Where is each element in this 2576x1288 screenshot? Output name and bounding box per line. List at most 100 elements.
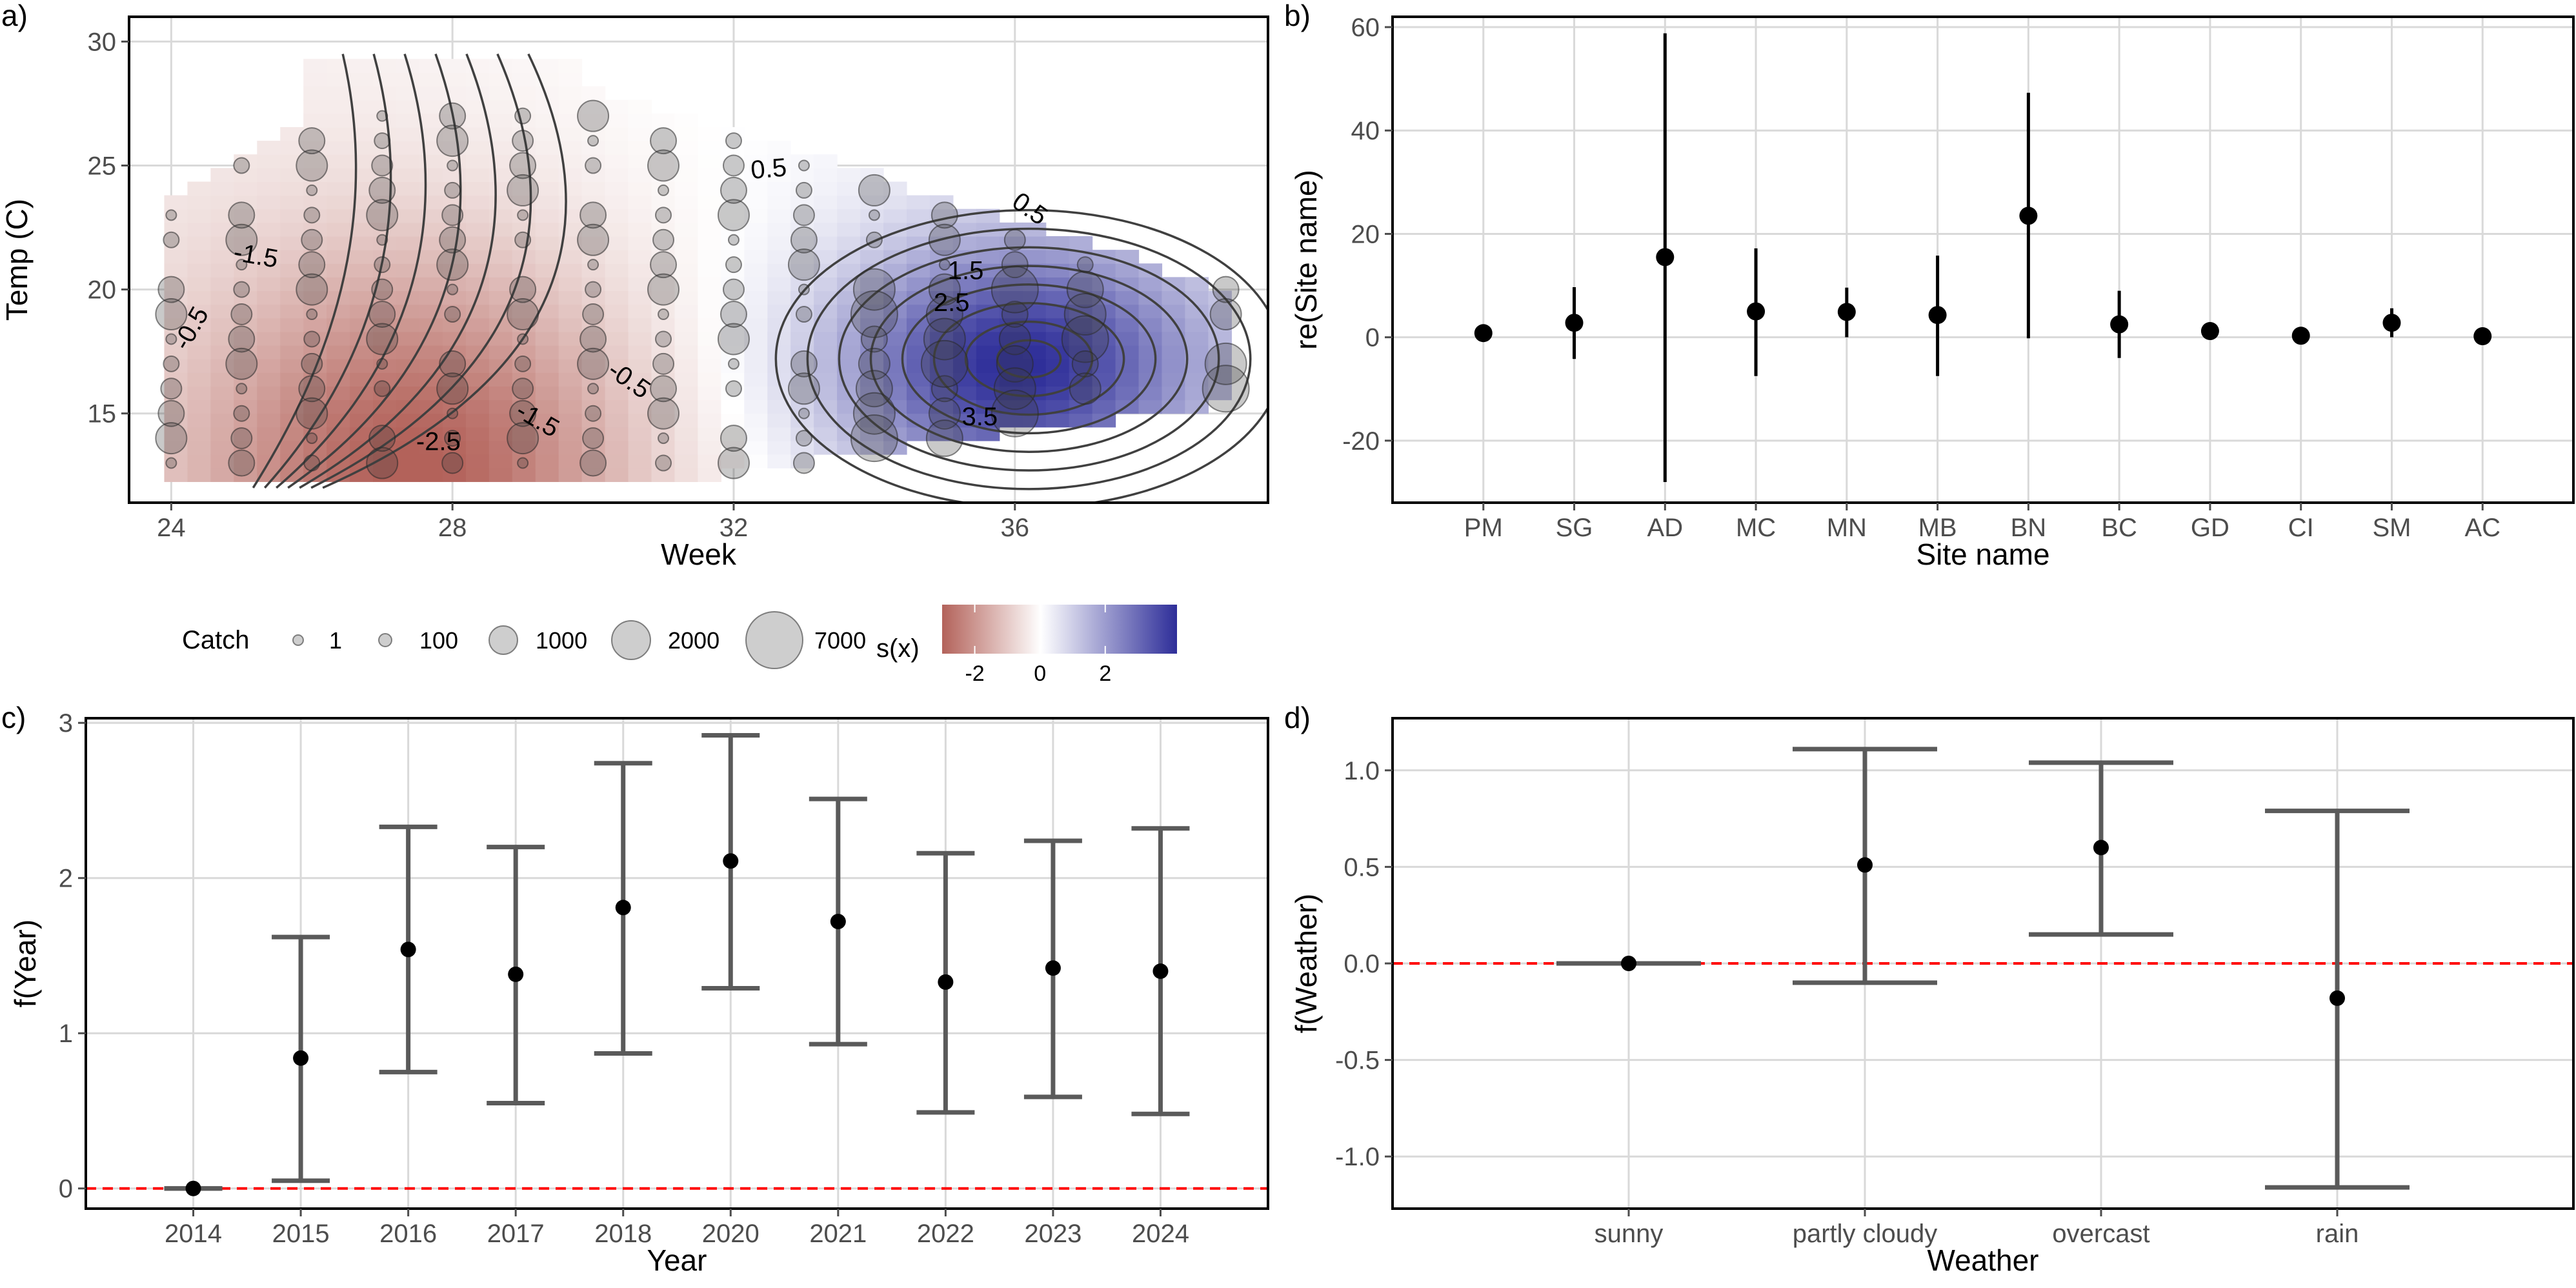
panel-a-heatmap-cell [837, 168, 861, 183]
panel-a-heatmap-cell [1069, 317, 1093, 332]
panel-a-observation-point [798, 159, 810, 172]
panel-a-heatmap-cell [790, 154, 814, 168]
panel-a-heatmap-cell [327, 386, 350, 401]
panel-a-observation-point [298, 251, 326, 279]
panel-a-heatmap-cell [883, 277, 907, 292]
panel-a-heatmap-cell [744, 413, 768, 428]
panel-a-x-tick-label: 28 [438, 514, 467, 542]
panel-a-observation-point [368, 425, 396, 452]
panel-b-x-tick-label: SG [1556, 514, 1593, 542]
panel-a-observation-point [163, 231, 180, 248]
panel-a-heatmap-cell [512, 372, 536, 387]
panel-a-heatmap-cell [999, 399, 1023, 414]
panel-a-heatmap-cell [558, 113, 583, 128]
panel-a-heatmap-cell [744, 195, 768, 210]
panel-a-heatmap-cell [164, 399, 188, 414]
panel-c-point [400, 941, 416, 958]
panel-a-heatmap-cell [976, 290, 1000, 305]
panel-c-x-tick-label: 2017 [487, 1220, 545, 1248]
panel-a-heatmap-cell [257, 222, 281, 237]
panel-a-heatmap-cell [488, 331, 513, 346]
panel-a-heatmap-cell [581, 208, 606, 223]
panel-a-observation-point [225, 223, 258, 256]
panel-a-heatmap-cell [860, 277, 884, 292]
panel-a-heatmap-cell [721, 290, 745, 305]
panel-a-heatmap-cell [906, 236, 931, 250]
panel-a-observation-point [298, 127, 326, 155]
panel-a-heatmap-cell [581, 154, 606, 168]
panel-a-heatmap-cell [327, 99, 350, 114]
panel-a-heatmap-cell [698, 413, 721, 428]
panel-a-heatmap-cell [721, 181, 745, 196]
panel-a-heatmap-cell [187, 236, 211, 250]
panel-a-heatmap-cell [744, 304, 768, 319]
panel-a-heatmap-cell [257, 236, 281, 250]
panel-a-heatmap-cell [744, 440, 768, 455]
panel-a-heatmap-cell [350, 99, 374, 114]
panel-a-heatmap-cell [488, 317, 513, 332]
panel-a-observation-point [441, 204, 464, 226]
panel-a-heatmap-cell [767, 168, 791, 183]
panel-a-observation-point [225, 347, 258, 380]
panel-a-heatmap-cell [883, 208, 907, 223]
panel-a-contour-line [964, 320, 1094, 397]
panel-a-heatmap-cell [164, 277, 188, 292]
panel-a-heatmap-cell [465, 372, 490, 387]
panel-a-heatmap-cell [767, 345, 791, 359]
panel-a-heatmap-cell [535, 263, 559, 277]
panel-a-observation-point [852, 392, 896, 435]
panel-a-observation-point [790, 226, 818, 254]
panel-a-heatmap-cell [327, 399, 350, 414]
panel-a-heatmap-cell [535, 345, 559, 359]
panel-a-y-axis-title: Temp (C) [0, 199, 34, 321]
panel-a-heatmap-cell [396, 208, 420, 223]
panel-c-point [830, 914, 846, 930]
panel-a-label: a) [1, 0, 28, 32]
panel-a-observation-point [652, 352, 675, 375]
panel-a-observation-point [296, 273, 328, 306]
panel-a-heatmap-cell [721, 195, 745, 210]
panel-a-heatmap-cell [651, 263, 676, 277]
panel-a-heatmap-cell [698, 454, 721, 468]
panel-a-heatmap-cell [698, 331, 721, 346]
panel-a-heatmap-cell [976, 345, 1000, 359]
panel-a-heatmap-cell [442, 126, 467, 141]
panel-a-observation-point [1001, 301, 1029, 328]
panel-c-x-axis-title: Year [647, 1243, 707, 1277]
panel-a-heatmap-cell [605, 141, 629, 155]
panel-a-heatmap-cell [558, 440, 583, 455]
panel-a-heatmap-cell [419, 222, 443, 237]
panel-a-observation-point [647, 149, 680, 182]
panel-a-heatmap-cell [535, 86, 559, 101]
panel-a-heatmap-cell [1045, 413, 1070, 428]
panel-a-heatmap-cell [767, 154, 791, 168]
panel-a-heatmap-cell [721, 399, 745, 414]
panel-a-heatmap-cell [744, 277, 768, 292]
panel-a-heatmap-cell [767, 141, 791, 155]
panel-a-heatmap-cell [605, 331, 629, 346]
panel-c-y-tick-label: 2 [59, 865, 73, 893]
panel-a-heatmap-cell [396, 277, 420, 292]
panel-a-heatmap-cell [651, 440, 676, 455]
panel-c-border [85, 717, 1269, 1210]
panel-a-heatmap-cell [744, 359, 768, 373]
panel-a-heatmap-cell [419, 168, 443, 183]
panel-a-observation-point [993, 367, 1036, 410]
panel-a-observation-point [514, 231, 532, 248]
panel-a-heatmap-cell [257, 372, 281, 387]
panel-a-observation-point [655, 330, 672, 348]
catch-legend-label: 100 [419, 627, 458, 654]
panel-b-y-axis-title: re(Site name) [1289, 170, 1323, 350]
panel-a-heatmap-cell [605, 181, 629, 196]
panel-a-heatmap-cell [234, 331, 257, 346]
panel-a-heatmap-cell [257, 427, 281, 441]
panel-a-heatmap-cell [373, 399, 397, 414]
panel-a-heatmap-cell [929, 208, 954, 223]
panel-b-x-tick-label: BN [2011, 514, 2047, 542]
panel-a-heatmap-cell [558, 304, 583, 319]
panel-a-heatmap-cell [605, 317, 629, 332]
panel-a-heatmap-cell [187, 454, 211, 468]
panel-a-heatmap-cells [164, 59, 1232, 482]
panel-a-heatmap-cell [906, 277, 931, 292]
panel-a-heatmap-cell [187, 277, 211, 292]
